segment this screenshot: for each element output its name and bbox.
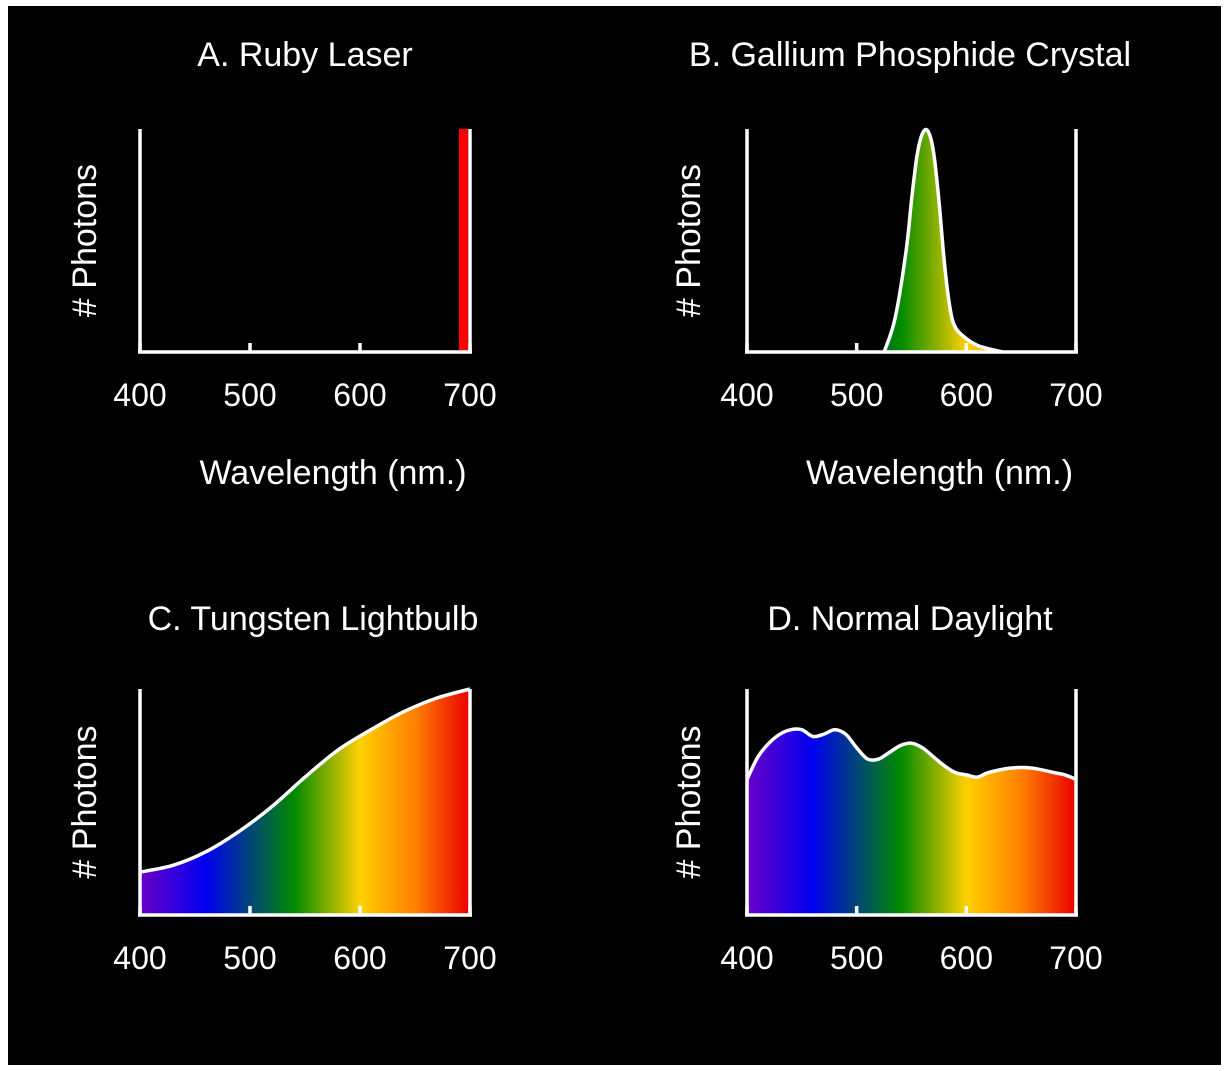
y-axis-label: # Photons <box>66 725 104 878</box>
chart-canvas: A. Ruby Laser # Photons Wavelength (nm.) 40… <box>66 36 1131 976</box>
y-axis-label: # Photons <box>670 164 708 317</box>
x-tick-label: 400 <box>113 940 166 976</box>
chart-panel-a: A. Ruby Laser # Photons Wavelength (nm.) 40… <box>66 36 497 492</box>
x-tick-label: 700 <box>1049 940 1102 976</box>
x-tick-label: 700 <box>443 377 496 413</box>
x-tick-label: 600 <box>333 377 386 413</box>
spectrum-area <box>747 728 1076 915</box>
chart-panel-b: B. Gallium Phosphide Crystal # Photons Wav… <box>670 36 1131 492</box>
chart-panel-c: C. Tungsten Lightbulb # Photons 400 500 600 7… <box>66 600 497 976</box>
x-tick-label: 500 <box>830 377 883 413</box>
chart-title: A. Ruby Laser <box>197 36 412 74</box>
chart-title: B. Gallium Phosphide Crystal <box>689 36 1131 74</box>
x-tick-label: 500 <box>223 377 276 413</box>
y-axis-label: # Photons <box>66 164 104 317</box>
chart-title: C. Tungsten Lightbulb <box>148 600 479 638</box>
chart-figure: A. Ruby Laser # Photons Wavelength (nm.) 40… <box>8 6 1221 1065</box>
x-tick-label: 600 <box>333 940 386 976</box>
x-tick-label: 700 <box>443 940 496 976</box>
spectrum-area <box>140 689 470 915</box>
x-axis-label: Wavelength (nm.) <box>806 454 1073 492</box>
series-line <box>882 127 1003 354</box>
x-tick-label: 700 <box>1049 377 1102 413</box>
x-tick-label: 500 <box>223 940 276 976</box>
x-tick-label: 500 <box>830 940 883 976</box>
series-line <box>139 687 471 874</box>
x-tick-label: 600 <box>940 940 993 976</box>
x-tick-label: 400 <box>720 377 773 413</box>
y-axis-label: # Photons <box>670 725 708 878</box>
x-tick-label: 400 <box>113 377 166 413</box>
chart-title: D. Normal Daylight <box>767 600 1053 638</box>
x-axis-label: Wavelength (nm.) <box>199 454 466 492</box>
x-tick-label: 400 <box>720 940 773 976</box>
x-tick-label: 600 <box>940 377 993 413</box>
chart-panel-d: D. Normal Daylight # Photons 400 500 600 700 <box>670 600 1103 976</box>
series-line <box>745 727 1077 781</box>
